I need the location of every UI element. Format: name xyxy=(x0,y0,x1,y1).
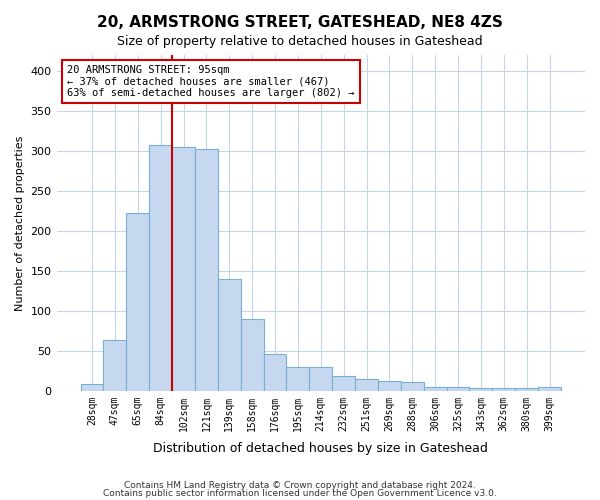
Bar xyxy=(538,387,561,391)
Bar xyxy=(310,367,332,391)
Bar xyxy=(493,388,515,391)
Bar xyxy=(378,381,401,391)
Bar xyxy=(218,279,241,391)
Text: 20 ARMSTRONG STREET: 95sqm
← 37% of detached houses are smaller (467)
63% of sem: 20 ARMSTRONG STREET: 95sqm ← 37% of deta… xyxy=(67,65,355,98)
Bar xyxy=(263,354,286,391)
Bar xyxy=(149,146,172,391)
Bar xyxy=(446,387,469,391)
Text: Contains public sector information licensed under the Open Government Licence v3: Contains public sector information licen… xyxy=(103,488,497,498)
Bar xyxy=(127,214,149,391)
Text: Contains HM Land Registry data © Crown copyright and database right 2024.: Contains HM Land Registry data © Crown c… xyxy=(124,481,476,490)
Bar xyxy=(286,367,310,391)
Bar xyxy=(469,388,493,391)
Bar xyxy=(515,388,538,391)
Bar xyxy=(424,387,446,391)
Bar xyxy=(195,150,218,391)
Y-axis label: Number of detached properties: Number of detached properties xyxy=(15,135,25,310)
Bar xyxy=(241,319,263,391)
X-axis label: Distribution of detached houses by size in Gateshead: Distribution of detached houses by size … xyxy=(154,442,488,455)
Bar xyxy=(355,379,378,391)
Bar xyxy=(401,382,424,391)
Bar xyxy=(80,384,103,391)
Bar xyxy=(332,376,355,391)
Text: 20, ARMSTRONG STREET, GATESHEAD, NE8 4ZS: 20, ARMSTRONG STREET, GATESHEAD, NE8 4ZS xyxy=(97,15,503,30)
Bar xyxy=(103,340,127,391)
Text: Size of property relative to detached houses in Gateshead: Size of property relative to detached ho… xyxy=(117,35,483,48)
Bar xyxy=(172,147,195,391)
